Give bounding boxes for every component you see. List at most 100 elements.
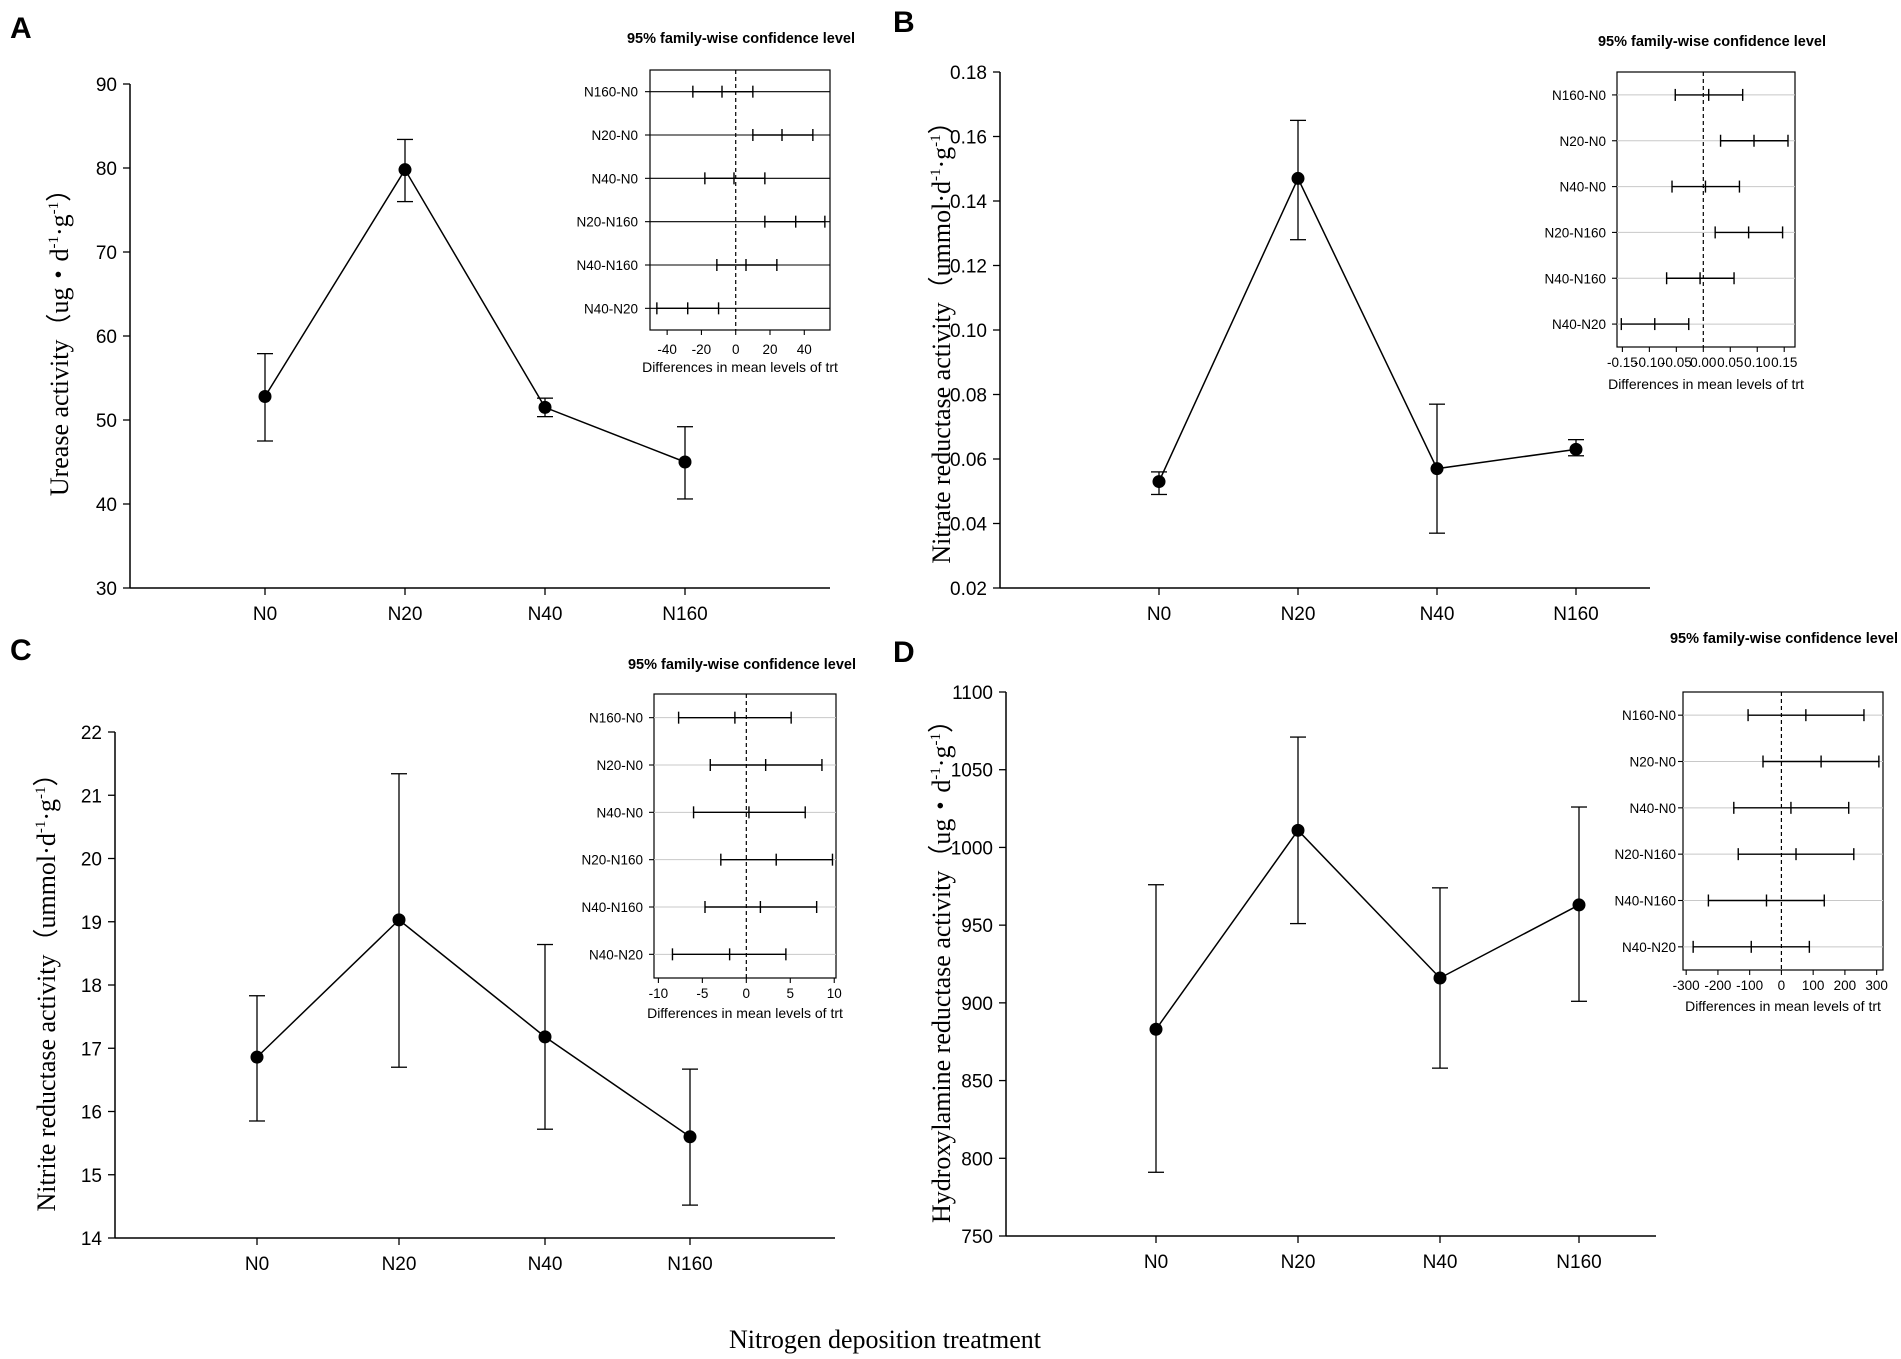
panel-d-inset-comparison-label: N20-N160 — [1614, 847, 1676, 862]
panel-a-y-tick-label: 30 — [96, 579, 117, 600]
panel-d-y-tick-label: 1000 — [951, 838, 993, 859]
panel-b-y-tick-label: 0.06 — [950, 450, 987, 471]
panel-b-y-axis-label: Nitrate reductase activity（ummol·d-1·g-1… — [927, 108, 956, 563]
panel-b-inset-comparison-label: N40-N0 — [1559, 180, 1606, 195]
panel-d-y-tick-label: 1100 — [952, 683, 993, 704]
panel-d-inset-comparison-label: N40-N0 — [1629, 801, 1676, 816]
panel-a-inset-x-tick-label: 0 — [732, 342, 740, 357]
panel-c-inset-comparison-label: N40-N160 — [581, 900, 643, 915]
panel-a-y-tick-label: 70 — [96, 243, 117, 264]
panel-c-data-point — [538, 1030, 552, 1044]
panel-b-y-axis-label-end: ） — [927, 108, 956, 134]
panel-a-y-tick-label: 60 — [96, 327, 117, 348]
panel-b-y-tick-label: 0.10 — [950, 321, 987, 342]
panel-a-inset-comparison-label: N160-N0 — [584, 85, 638, 100]
panel-d-data-point — [1572, 898, 1586, 912]
figure-x-axis-label: Nitrogen deposition treatment — [729, 1325, 1042, 1354]
panel-a-inset: 95% family-wise confidence level N160-N0 N… — [576, 31, 855, 375]
panel-c: C 14 15 16 17 18 19 20 21 22 N0 N20 N40 N160 Nitrite r… — [10, 634, 856, 1275]
panel-d-data-point — [1433, 971, 1447, 985]
panel-d-series-line — [1155, 829, 1580, 1030]
panel-d-inset-x-tick-label: -300 — [1673, 978, 1700, 993]
panel-d-letter: D — [893, 636, 915, 669]
panel-b-data-point — [1152, 475, 1166, 489]
panel-c-letter: C — [10, 634, 32, 667]
panel-d-inset-x-tick-label: 200 — [1834, 978, 1857, 993]
panel-d-inset-x-tick-label: -100 — [1736, 978, 1763, 993]
panel-a-y-axis-label-end: ） — [45, 176, 74, 202]
panel-b-data-point — [1569, 442, 1583, 456]
panel-a-data-point — [258, 389, 272, 403]
panel-d-inset-x-tick-label: 300 — [1865, 978, 1888, 993]
panel-b-x-tick-label: N160 — [1553, 604, 1598, 625]
panel-d-inset-x-tick-label: -200 — [1704, 978, 1731, 993]
panel-d-y-axis-label-mid: ·g — [927, 746, 956, 768]
panel-b-inset: 95% family-wise confidence level N160-N0 N… — [1544, 34, 1826, 392]
panel-d-inset-comparison-label: N20-N0 — [1629, 755, 1676, 770]
panel-d-inset-title: 95% family-wise confidence level — [1670, 631, 1898, 647]
panel-a-y-axis-label-mid: ·g — [45, 214, 74, 236]
panel-a-inset-comparison-label: N40-N160 — [576, 258, 638, 273]
panel-a-x-tick-label: N40 — [528, 604, 563, 625]
panel-c-y-axis-label-sup: -1 — [33, 787, 49, 800]
panel-b-inset-x-axis-label: Differences in mean levels of trt — [1608, 376, 1804, 392]
panel-d-y-axis-label-sup: -1 — [928, 767, 944, 780]
panel-d-data-point — [1291, 823, 1305, 837]
panel-c-y-tick-label: 22 — [81, 723, 102, 744]
panel-b-inset-x-tick-label: 0.15 — [1771, 355, 1797, 370]
panel-c-inset: 95% family-wise confidence level N160-N0 N… — [581, 657, 856, 1021]
panel-b-inset-x-tick-label: -0.10 — [1634, 355, 1665, 370]
panel-a-y-tick-label: 90 — [96, 75, 117, 96]
panel-c-y-tick-label: 20 — [81, 850, 102, 871]
panel-a-inset-title: 95% family-wise confidence level — [627, 31, 855, 47]
panel-a-y-axis-label-sup: -1 — [46, 202, 62, 215]
panel-b-inset-comparison-label: N40-N160 — [1544, 271, 1606, 286]
panel-a-data-point — [678, 455, 692, 469]
panel-c-y-tick-label: 21 — [81, 786, 102, 807]
panel-a-inset-comparison-label: N40-N20 — [584, 301, 638, 316]
panel-d-x-tick-label: N160 — [1556, 1252, 1601, 1273]
panel-d-y-tick-label: 900 — [961, 994, 993, 1015]
panel-b-y-tick-label: 0.02 — [950, 579, 987, 600]
panel-c-inset-x-tick-label: -10 — [649, 986, 669, 1001]
panel-b-inset-x-tick-label: 0.05 — [1717, 355, 1743, 370]
panel-d-y-tick-label: 800 — [961, 1149, 993, 1170]
panel-b-inset-comparison-label: N160-N0 — [1552, 88, 1606, 103]
panel-c-inset-x-axis-label: Differences in mean levels of trt — [647, 1005, 843, 1021]
panel-b-y-tick-label: 0.04 — [950, 515, 987, 536]
panel-d-y-axis-label-sup: -1 — [928, 733, 944, 746]
panel-b-inset-x-tick-label: -0.15 — [1607, 355, 1638, 370]
panel-b-inset-comparison-label: N20-N160 — [1544, 225, 1606, 240]
panel-d-y-axis-label-main: Hydroxylamine reductase activity（ug・d — [927, 780, 956, 1223]
panel-b-y-tick-label: 0.16 — [950, 128, 987, 149]
panel-b-y-tick-label: 0.14 — [950, 192, 987, 213]
panel-c-inset-x-tick-label: -5 — [696, 986, 708, 1001]
panel-c-y-tick-label: 18 — [81, 976, 102, 997]
panel-c-inset-comparison-label: N160-N0 — [589, 711, 643, 726]
panel-a-data-point — [538, 400, 552, 414]
panel-b-inset-title: 95% family-wise confidence level — [1598, 34, 1826, 50]
panel-c-y-tick-label: 14 — [81, 1229, 103, 1250]
panel-b-x-tick-label: N40 — [1420, 604, 1455, 625]
panel-d-inset-comparison-label: N40-N20 — [1622, 940, 1676, 955]
panel-c-x-tick-label: N40 — [528, 1254, 563, 1275]
panel-c-inset-x-tick-label: 5 — [787, 986, 795, 1001]
panel-b-x-tick-label: N0 — [1147, 604, 1171, 625]
panel-b-y-tick-label: 0.12 — [950, 257, 987, 278]
panel-c-inset-comparison-label: N40-N20 — [589, 947, 643, 962]
panel-b-data-point — [1291, 171, 1305, 185]
panel-a-inset-x-tick-label: 40 — [797, 342, 812, 357]
panel-c-x-tick-label: N160 — [667, 1254, 712, 1275]
panel-c-data-point — [683, 1130, 697, 1144]
panel-c-inset-comparison-label: N40-N0 — [596, 805, 643, 820]
panel-c-y-tick-label: 15 — [81, 1166, 102, 1187]
panel-b-inset-comparison-label: N40-N20 — [1552, 317, 1606, 332]
panel-b-inset-comparison-label: N20-N0 — [1559, 134, 1606, 149]
panel-b: B 0.02 0.04 0.06 0.08 0.10 0.12 0.14 0.16 0.18 N0 N… — [893, 6, 1826, 625]
panel-a-x-tick-label: N20 — [388, 604, 423, 625]
panel-b-y-tick-label: 0.08 — [950, 386, 987, 407]
panel-a-inset-x-tick-label: 20 — [762, 342, 777, 357]
